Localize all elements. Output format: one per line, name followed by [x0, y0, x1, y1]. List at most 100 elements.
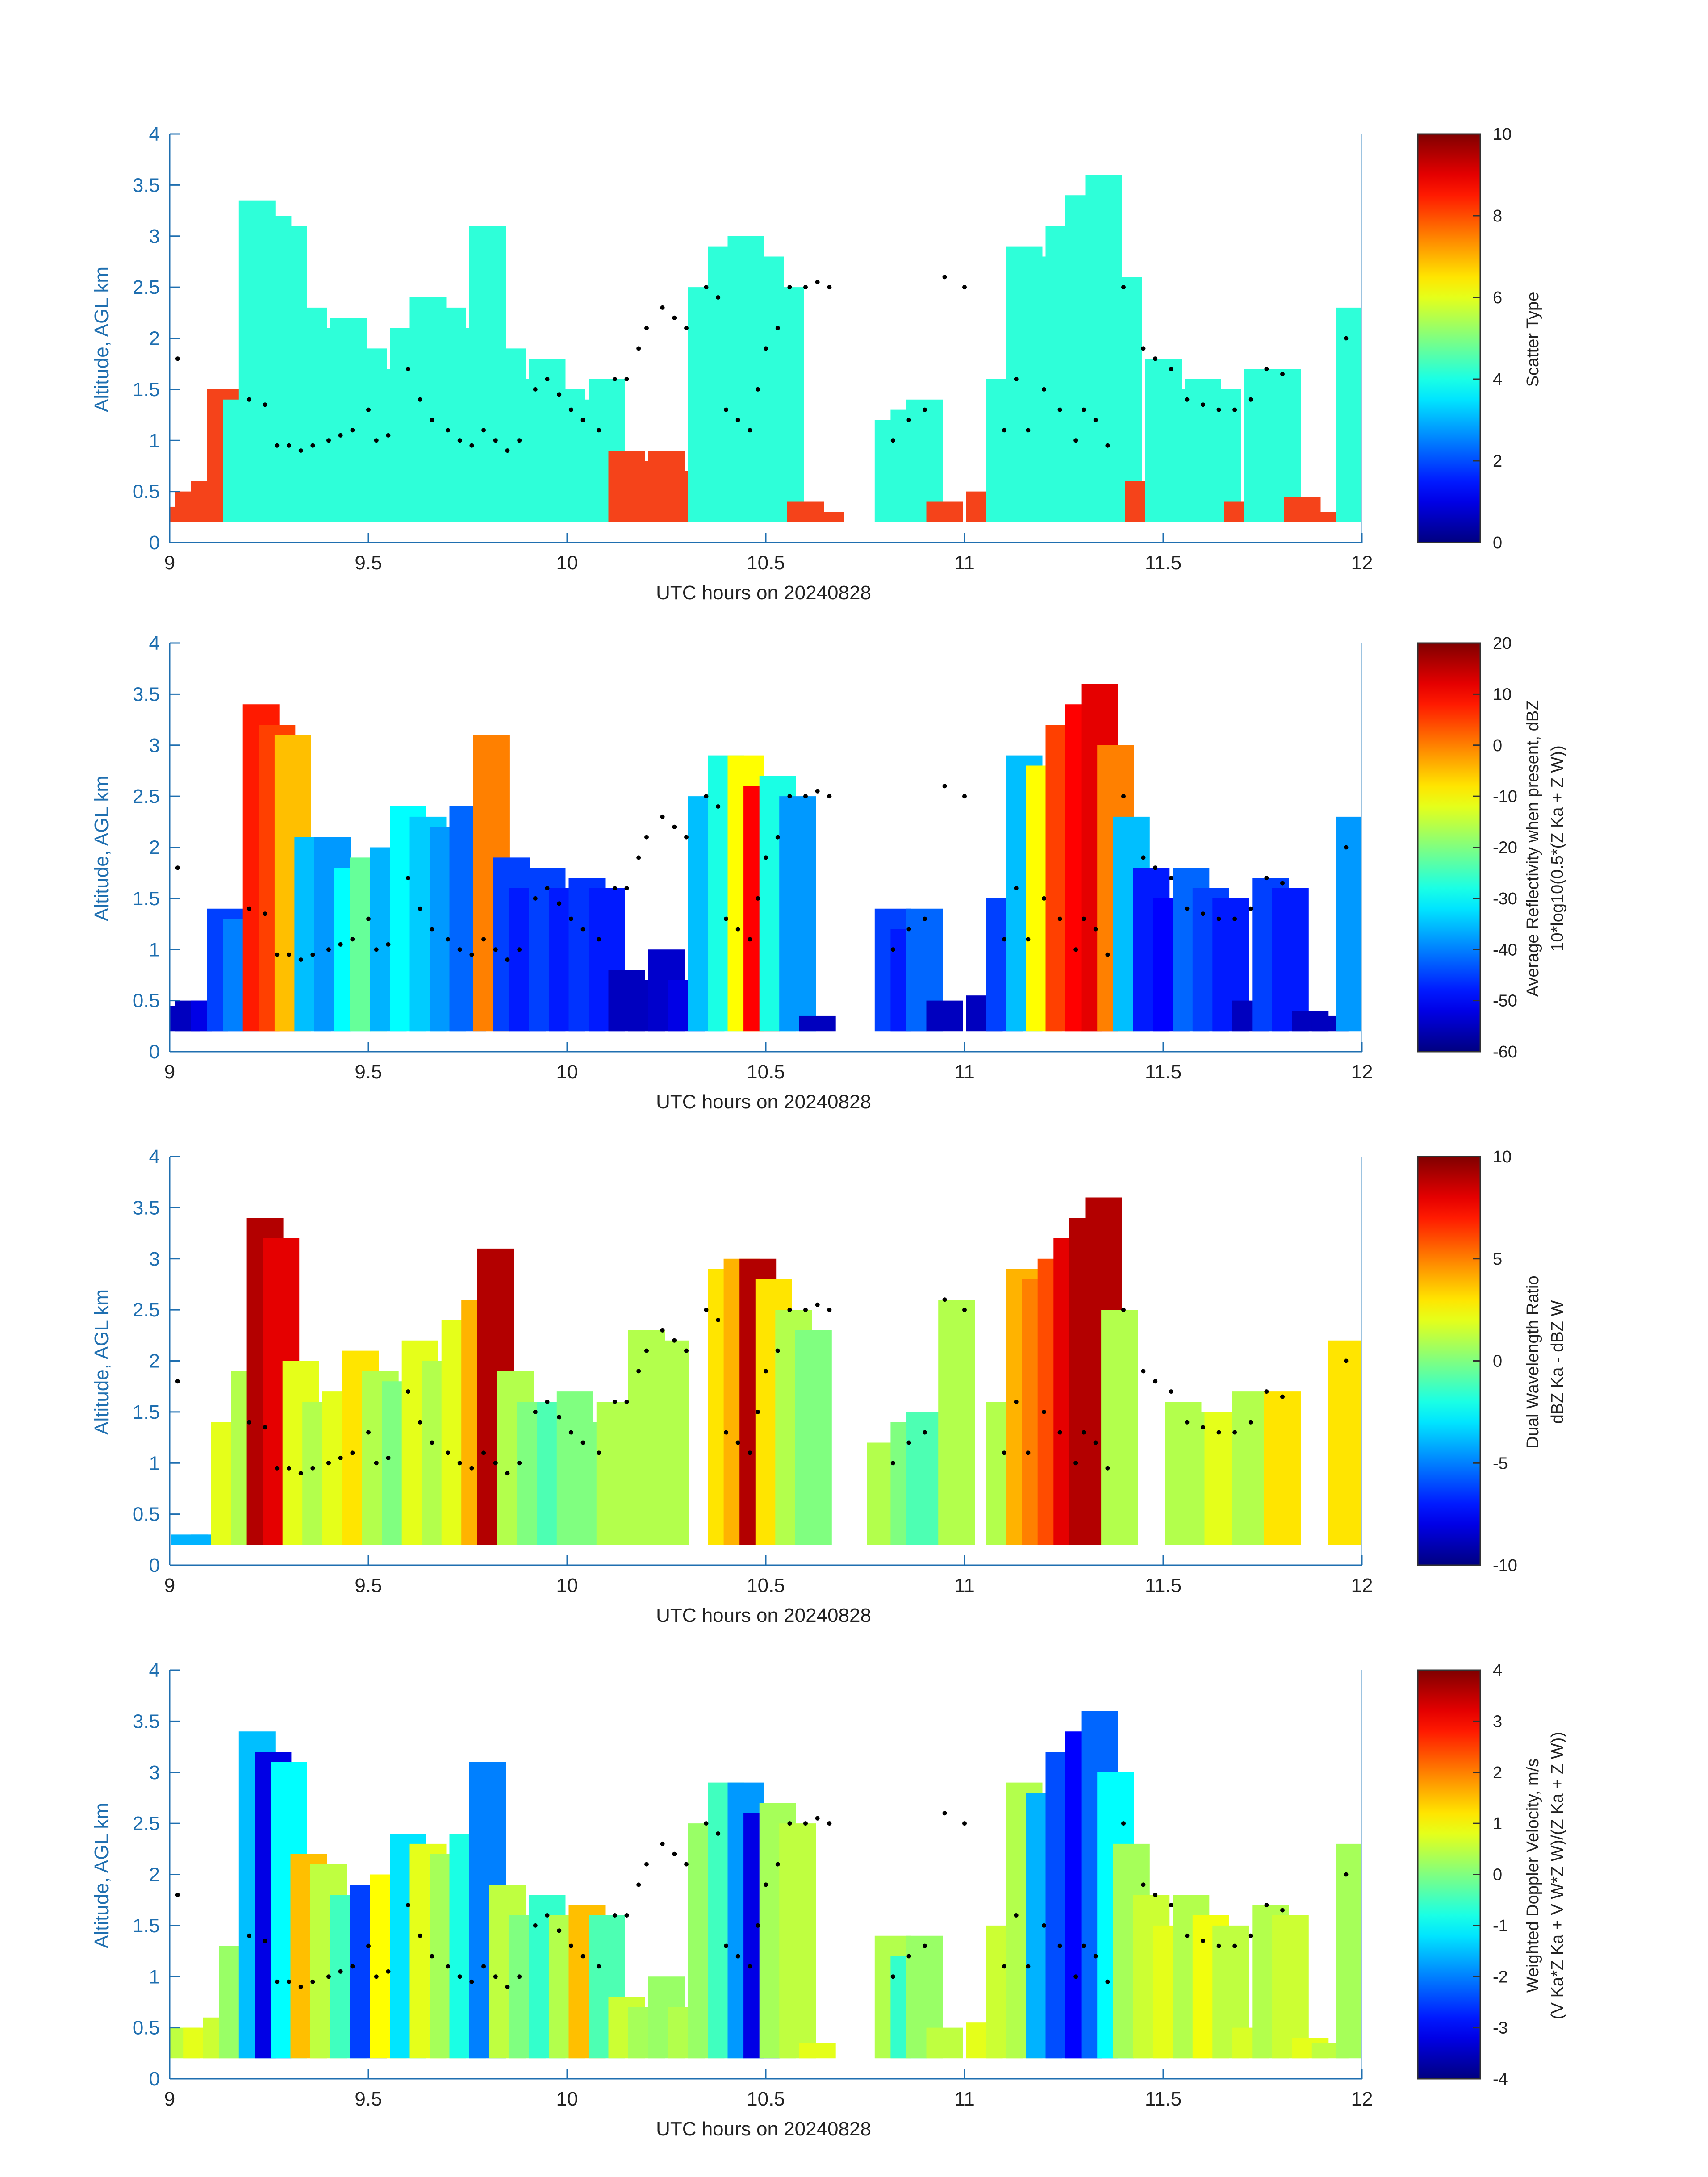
- cloud-top-marker: [906, 1440, 911, 1445]
- cloud-top-marker: [1082, 407, 1086, 412]
- cloud-top-marker: [287, 952, 291, 957]
- cloud-top-marker: [326, 947, 331, 952]
- cloud-top-marker: [457, 947, 462, 952]
- cloud-top-marker: [764, 855, 768, 860]
- echo-column: [596, 1402, 633, 1545]
- x-tick-label: 11.5: [1145, 1575, 1182, 1596]
- echo-column: [779, 796, 816, 1032]
- cloud-top-marker: [1264, 1389, 1269, 1394]
- cloud-top-marker: [310, 1979, 315, 1984]
- cloud-top-marker: [1141, 1369, 1146, 1374]
- cloud-top-marker: [505, 1471, 510, 1476]
- x-tick-label: 12: [1351, 2088, 1373, 2110]
- x-tick-label: 9: [164, 2088, 175, 2110]
- cloud-top-marker: [962, 794, 967, 799]
- y-tick-label: 3.5: [133, 1197, 160, 1219]
- cloud-top-marker: [505, 448, 510, 453]
- cloud-top-marker: [406, 876, 410, 881]
- x-tick-label: 11: [954, 1575, 975, 1596]
- cloud-top-marker: [787, 1821, 792, 1826]
- cloud-top-marker: [1248, 1420, 1253, 1425]
- x-tick-label: 9.5: [355, 2088, 382, 2110]
- panel-2-plot-area: 00.511.522.533.549 9.5 10 10.5 11 11.5 12-60-5…: [133, 632, 1517, 1083]
- echo-column: [926, 501, 963, 522]
- cloud-top-marker: [1026, 1964, 1031, 1969]
- cloud-top-marker: [735, 1954, 740, 1959]
- cloud-top-marker: [672, 1338, 677, 1343]
- y-tick-label: 3.5: [133, 683, 160, 705]
- colorbar-tick-label: 2: [1493, 1763, 1502, 1782]
- cloud-top-marker: [787, 285, 792, 290]
- y-tick-label: 4: [149, 1659, 160, 1681]
- cloud-top-marker: [446, 1964, 450, 1969]
- colorbar-tick-label: 6: [1493, 288, 1502, 307]
- cloud-top-marker: [636, 1882, 641, 1887]
- x-tick-label: 10: [556, 1575, 578, 1596]
- y-tick-label: 2: [149, 328, 160, 350]
- colorbar-tick-label: -3: [1493, 2019, 1508, 2038]
- cloud-top-marker: [568, 407, 573, 412]
- echo-column: [779, 1823, 816, 2059]
- colorbar-tick-label: 0: [1493, 736, 1502, 755]
- panel-3-colorbar-title-line-1: Dual Wavelength Ratio: [1524, 1275, 1542, 1448]
- x-tick-label: 9.5: [355, 1575, 382, 1596]
- colorbar-tick-label: 3: [1493, 1712, 1502, 1731]
- cloud-top-marker: [1141, 1882, 1146, 1887]
- cloud-top-marker: [756, 1923, 760, 1928]
- cloud-top-marker: [1042, 387, 1046, 392]
- cloud-top-marker: [787, 794, 792, 799]
- colorbar-tick-label: -4: [1493, 2070, 1508, 2089]
- cloud-top-marker: [1232, 1430, 1237, 1435]
- colorbar-tick-label: -40: [1493, 940, 1517, 959]
- cloud-top-marker: [612, 1400, 617, 1404]
- cloud-top-marker: [298, 1985, 303, 1989]
- panel-1-colorbar-title-line-1: Scatter Type: [1524, 292, 1542, 387]
- echo-column: [1232, 1391, 1269, 1545]
- y-tick-label: 4: [149, 123, 160, 145]
- cloud-top-marker: [1185, 1933, 1190, 1938]
- cloud-top-marker: [1082, 1430, 1086, 1435]
- cloud-top-marker: [1264, 1903, 1269, 1908]
- panel-4-xlabel: UTC hours on 20240828: [656, 2118, 871, 2140]
- cloud-top-marker: [326, 1461, 331, 1466]
- cloud-top-marker: [366, 916, 371, 921]
- cloud-top-marker: [906, 927, 911, 932]
- cloud-top-marker: [374, 1461, 379, 1466]
- cloud-top-marker: [1141, 346, 1146, 351]
- x-tick-label: 10.5: [747, 1061, 785, 1083]
- y-tick-label: 0.5: [133, 1504, 160, 1525]
- cloud-top-marker: [775, 326, 780, 330]
- cloud-top-marker: [890, 1461, 895, 1466]
- cloud-top-marker: [568, 1430, 573, 1435]
- cloud-top-marker: [636, 1369, 641, 1374]
- colorbar-frame: [1417, 133, 1481, 543]
- cloud-top-marker: [660, 814, 665, 819]
- cloud-top-marker: [175, 1379, 180, 1384]
- cloud-top-marker: [735, 1440, 740, 1445]
- cloud-top-marker: [815, 280, 820, 284]
- echo-column: [1101, 1310, 1138, 1545]
- cloud-top-marker: [1105, 443, 1110, 448]
- cloud-top-marker: [624, 1913, 629, 1918]
- cloud-top-marker: [545, 886, 550, 890]
- cloud-top-marker: [533, 1409, 538, 1414]
- echo-column: [1336, 816, 1362, 1032]
- y-tick-label: 3: [149, 1248, 160, 1270]
- cloud-top-marker: [469, 952, 474, 957]
- cloud-top-marker: [457, 1974, 462, 1979]
- cloud-top-marker: [1185, 1420, 1190, 1425]
- cloud-top-marker: [1105, 1979, 1110, 1984]
- cloud-top-marker: [672, 315, 677, 320]
- cloud-top-marker: [326, 438, 331, 443]
- cloud-top-marker: [735, 418, 740, 422]
- cloud-top-marker: [338, 433, 343, 438]
- y-tick-label: 3: [149, 1762, 160, 1784]
- cloud-top-marker: [580, 927, 585, 932]
- cloud-top-marker: [326, 1974, 331, 1979]
- cloud-top-marker: [386, 1969, 391, 1974]
- echo-column: [799, 1015, 836, 1032]
- cloud-top-marker: [481, 937, 486, 942]
- cloud-top-marker: [1073, 438, 1078, 443]
- cloud-top-marker: [644, 1348, 649, 1353]
- cloud-top-marker: [545, 1913, 550, 1918]
